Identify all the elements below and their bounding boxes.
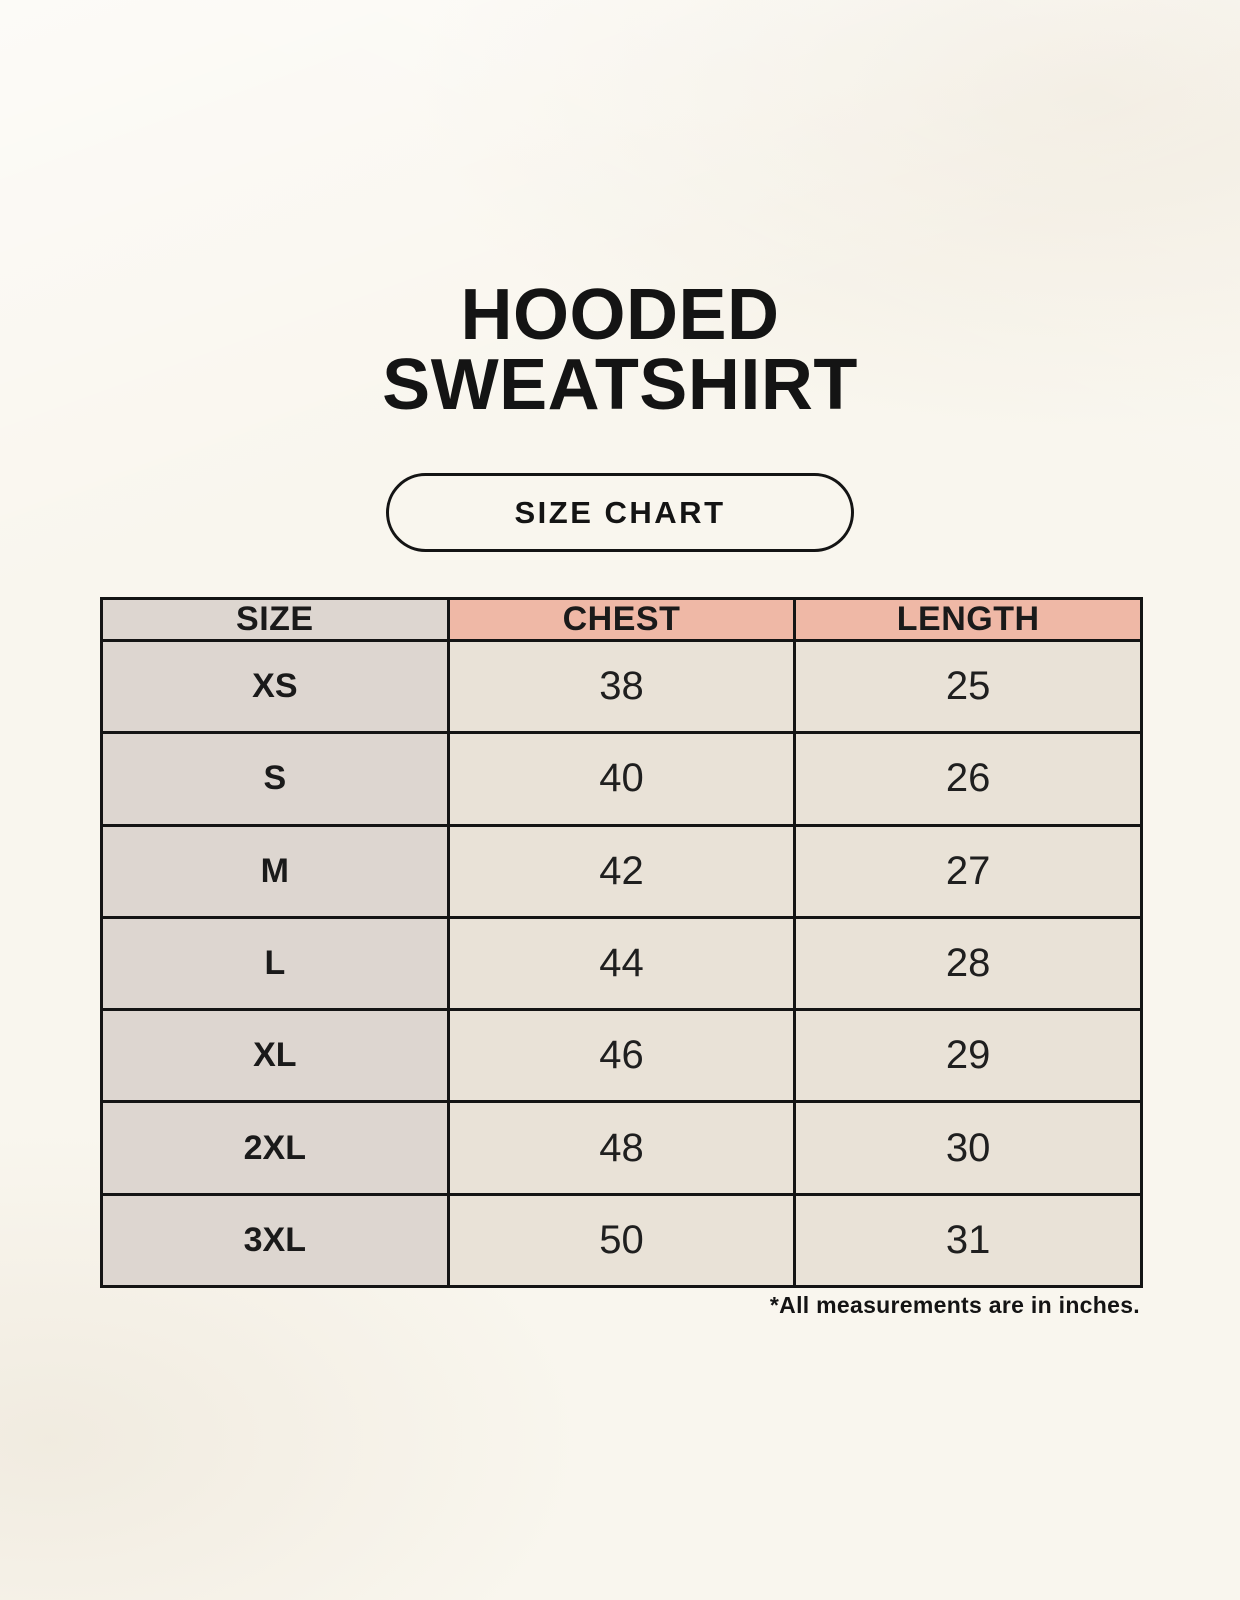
table-row: XS 38 25 [100, 638, 1143, 735]
cell-length: 26 [793, 731, 1143, 827]
table-row: 3XL 50 31 [100, 1192, 1143, 1289]
table-row: S 40 26 [100, 731, 1143, 827]
page-title-line-2: SWEATSHIRT [382, 345, 858, 425]
cell-length: 28 [793, 915, 1143, 1012]
cell-length: 30 [793, 1100, 1143, 1196]
cell-chest: 48 [446, 1100, 797, 1196]
column-header-size: SIZE [100, 597, 450, 642]
cell-size: L [100, 915, 450, 1012]
cell-length: 31 [793, 1192, 1143, 1289]
cell-size: 3XL [100, 1192, 450, 1289]
footnote: *All measurements are in inches. [769, 1292, 1140, 1318]
cell-chest: 46 [446, 1008, 797, 1104]
cell-size: M [100, 823, 450, 919]
cell-length: 29 [793, 1008, 1143, 1104]
cell-size: S [100, 731, 450, 827]
column-header-chest: CHEST [446, 597, 797, 642]
cell-chest: 42 [446, 823, 797, 919]
table-header-row: SIZE CHEST LENGTH [100, 597, 1143, 642]
cell-size: XL [100, 1008, 450, 1104]
table-row: L 44 28 [100, 915, 1143, 1012]
cell-chest: 44 [446, 915, 797, 1012]
cell-length: 25 [793, 638, 1143, 735]
cell-chest: 38 [446, 638, 797, 735]
size-chart-button[interactable]: SIZE CHART [386, 473, 854, 552]
cell-chest: 50 [446, 1192, 797, 1289]
column-header-length: LENGTH [793, 597, 1143, 642]
size-chart-button-label: SIZE CHART [514, 494, 726, 530]
table-row: XL 46 29 [100, 1008, 1143, 1104]
cell-size: XS [100, 638, 450, 735]
cell-length: 27 [793, 823, 1143, 919]
page-title-line-1: HOODED [460, 275, 780, 355]
page-title: HOODED SWEATSHIRT [0, 275, 1240, 425]
size-table: SIZE CHEST LENGTH XS 38 25 S 40 26 M 42 … [100, 597, 1143, 1289]
cell-size: 2XL [100, 1100, 450, 1196]
table-row: 2XL 48 30 [100, 1100, 1143, 1196]
cell-chest: 40 [446, 731, 797, 827]
table-row: M 42 27 [100, 823, 1143, 919]
